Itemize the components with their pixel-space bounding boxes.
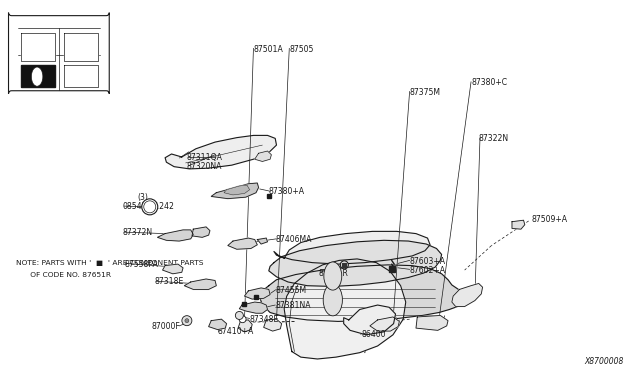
Text: 87381NA: 87381NA [275,301,310,310]
Text: 87322N: 87322N [479,134,509,143]
Circle shape [340,261,348,269]
Text: 87651R: 87651R [319,269,349,278]
Text: 87375M: 87375M [410,88,440,97]
Polygon shape [260,265,465,321]
Polygon shape [255,151,271,161]
Text: 86400: 86400 [362,330,386,339]
Polygon shape [416,315,448,330]
Text: 87509+A: 87509+A [531,215,567,224]
Polygon shape [21,65,55,87]
Text: 87372N: 87372N [123,228,153,237]
Polygon shape [370,317,399,331]
Text: (3): (3) [138,193,148,202]
Polygon shape [184,279,216,289]
Text: 87602+A: 87602+A [410,266,445,275]
Text: 87501A: 87501A [253,45,283,54]
Text: 87505: 87505 [289,45,314,54]
Circle shape [239,316,246,323]
Polygon shape [238,320,252,332]
Ellipse shape [324,262,342,290]
Polygon shape [239,302,268,313]
Polygon shape [452,283,483,307]
Polygon shape [165,135,276,169]
Polygon shape [269,240,442,286]
Text: 87318E: 87318E [155,278,184,286]
Polygon shape [224,185,250,195]
Polygon shape [157,230,193,241]
Polygon shape [64,65,98,87]
Circle shape [185,319,189,323]
Text: 87410+A: 87410+A [218,327,254,336]
Text: 87320NA: 87320NA [187,162,222,171]
Text: NOTE: PARTS WITH '  ■  ' ARE COMPONENT PARTS: NOTE: PARTS WITH ' ■ ' ARE COMPONENT PAR… [16,260,204,266]
Polygon shape [284,259,406,359]
Text: OF CODE NO. 87651R: OF CODE NO. 87651R [16,272,111,278]
Text: 87311QA: 87311QA [187,153,223,162]
Polygon shape [512,220,525,229]
Polygon shape [209,319,227,330]
Text: 87000F: 87000F [152,322,180,331]
Polygon shape [257,238,268,244]
Text: 87380+A: 87380+A [269,187,305,196]
Polygon shape [244,288,270,299]
Ellipse shape [323,284,342,316]
Polygon shape [163,264,183,274]
Polygon shape [264,319,282,331]
Text: 87348E: 87348E [250,315,279,324]
Text: 08543-51242: 08543-51242 [123,202,175,211]
Text: 87558PA: 87558PA [125,260,159,269]
Circle shape [182,316,192,326]
Ellipse shape [31,67,43,86]
Polygon shape [64,33,98,61]
Polygon shape [344,305,396,335]
Circle shape [144,201,156,213]
Polygon shape [228,238,257,249]
Text: 87406MA: 87406MA [275,235,312,244]
Polygon shape [192,227,210,237]
Polygon shape [211,183,259,199]
Polygon shape [21,33,55,61]
Text: 87455M: 87455M [275,286,307,295]
Circle shape [142,199,158,215]
Text: 87603+A: 87603+A [410,257,445,266]
Text: X8700008: X8700008 [584,357,624,366]
FancyBboxPatch shape [8,13,109,94]
Text: 87380+C: 87380+C [471,78,507,87]
Polygon shape [274,231,430,264]
Circle shape [236,311,243,320]
